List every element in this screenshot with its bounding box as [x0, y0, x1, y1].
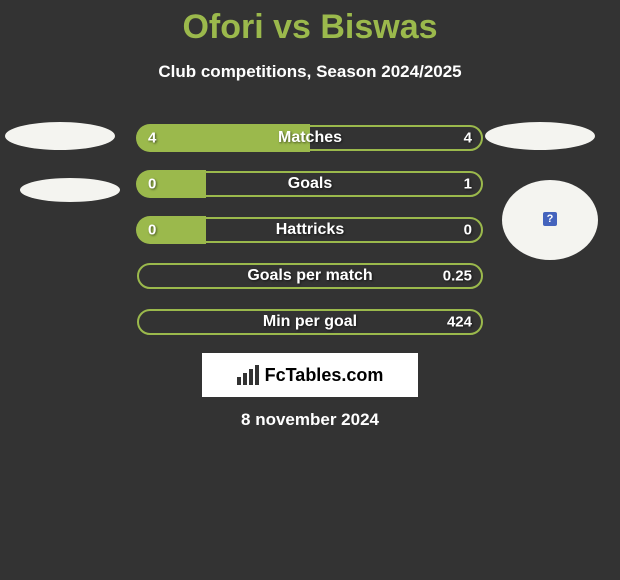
stat-row-goals: 0 Goals 1 — [136, 170, 484, 198]
subtitle: Club competitions, Season 2024/2025 — [0, 62, 620, 82]
site-badge[interactable]: FcTables.com — [202, 353, 418, 397]
stat-right-value: 0 — [464, 222, 472, 239]
stat-right-value: 1 — [464, 176, 472, 193]
stat-label: Goals — [136, 175, 484, 193]
stat-right-value: 4 — [464, 130, 472, 147]
help-icon-glyph: ? — [547, 213, 554, 225]
stat-label: Hattricks — [136, 221, 484, 239]
title-text: Ofori vs Biswas — [182, 8, 437, 46]
stat-row-min-per-goal: Min per goal 424 — [136, 308, 484, 336]
player-left-ellipse-2 — [20, 178, 120, 202]
help-icon: ? — [543, 212, 557, 226]
stat-label: Matches — [136, 129, 484, 147]
player-left-ellipse-1 — [5, 122, 115, 150]
stats-card: Ofori vs Biswas Club competitions, Seaso… — [0, 0, 620, 580]
snapshot-date: 8 november 2024 — [0, 410, 620, 430]
stat-right-value: 0.25 — [443, 268, 472, 285]
bars-icon — [237, 365, 261, 385]
stat-row-hattricks: 0 Hattricks 0 — [136, 216, 484, 244]
stat-right-value: 424 — [447, 314, 472, 331]
site-badge-text: FcTables.com — [265, 365, 384, 386]
page-title: Ofori vs Biswas — [0, 8, 620, 47]
stat-label: Goals per match — [136, 267, 484, 285]
subtitle-text: Club competitions, Season 2024/2025 — [158, 62, 461, 81]
stat-row-goals-per-match: Goals per match 0.25 — [136, 262, 484, 290]
date-text: 8 november 2024 — [241, 410, 379, 429]
stat-row-matches: 4 Matches 4 — [136, 124, 484, 152]
stat-label: Min per goal — [136, 313, 484, 331]
player-right-ellipse-1 — [485, 122, 595, 150]
